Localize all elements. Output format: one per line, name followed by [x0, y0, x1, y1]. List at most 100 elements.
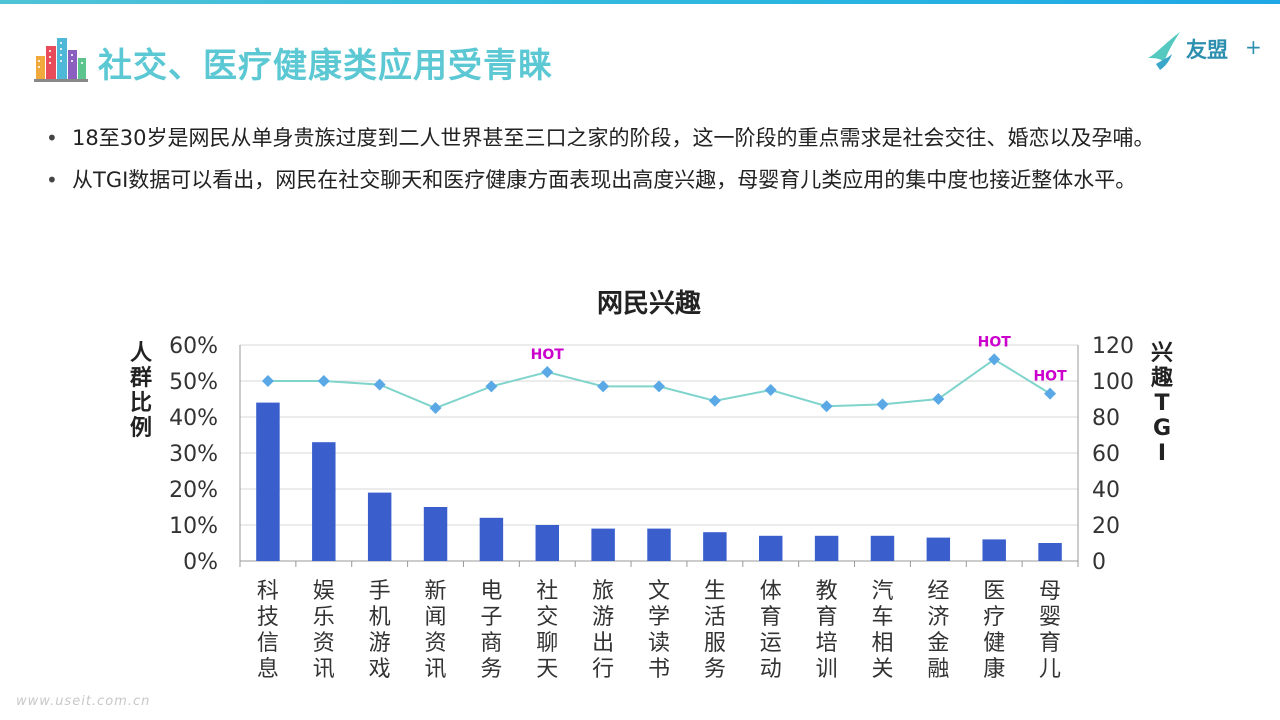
- tgi-marker: [541, 366, 554, 378]
- y-left-tick-label: 60%: [169, 334, 218, 359]
- bar: [312, 442, 336, 561]
- x-category-label-char: 资: [425, 631, 447, 656]
- y-right-tick-label: 120: [1092, 334, 1134, 359]
- x-category-label-char: 行: [592, 657, 614, 682]
- y-left-axis-label-char: 比: [130, 391, 152, 416]
- x-category-label-char: 技: [257, 605, 279, 630]
- bar: [703, 532, 727, 561]
- x-category-label-char: 培: [816, 631, 838, 656]
- chart-title: 网民兴趣: [597, 289, 701, 319]
- y-left-axis-label-char: 人: [130, 341, 152, 366]
- x-category-label-char: 文: [648, 579, 670, 604]
- x-category-label-char: 教: [816, 579, 838, 604]
- bar: [1038, 543, 1062, 561]
- watermark: www.useit.com.cn: [16, 694, 151, 709]
- city-buildings-icon: [34, 38, 88, 82]
- y-right-tick-label: 60: [1092, 442, 1120, 467]
- x-category-label-char: 讯: [425, 657, 447, 682]
- tgi-marker: [1044, 387, 1057, 400]
- y-left-tick-label: 50%: [169, 370, 218, 395]
- bar: [982, 539, 1006, 561]
- x-category-label-char: 闻: [425, 605, 447, 630]
- x-category-label-char: 医: [983, 579, 1005, 604]
- y-right-axis-label-char: T: [1154, 391, 1169, 416]
- x-category-label-char: 康: [983, 657, 1005, 682]
- x-category-label-char: 娱: [313, 579, 335, 604]
- x-category-label-char: 相: [871, 631, 893, 656]
- x-category-label-char: 科: [257, 579, 279, 604]
- x-category-label-char: 读: [648, 631, 670, 656]
- x-category-label-char: 服: [704, 631, 726, 656]
- bar: [535, 525, 559, 561]
- x-category-label-char: 社: [536, 579, 558, 604]
- y-left-tick-label: 20%: [169, 478, 218, 503]
- x-category-label-char: 融: [927, 657, 949, 682]
- y-right-tick-label: 0: [1092, 550, 1106, 575]
- x-category-label-char: 经: [927, 579, 949, 604]
- bar: [256, 402, 280, 561]
- y-right-tick-label: 80: [1092, 406, 1120, 431]
- x-category-label-char: 天: [536, 657, 558, 682]
- x-category-label-char: 新: [425, 579, 447, 604]
- logo-text: 友盟: [1186, 38, 1228, 62]
- bar: [591, 528, 615, 561]
- x-category-label-char: 讯: [313, 657, 335, 682]
- tgi-marker: [820, 400, 833, 413]
- page-title: 社交、医疗健康类应用受青睐: [98, 46, 553, 86]
- x-category-label-char: 息: [257, 657, 279, 682]
- x-category-label-char: 车: [871, 605, 893, 630]
- y-right-axis-label-char: G: [1153, 416, 1171, 441]
- top-accent-bar: [0, 0, 1280, 4]
- bar: [423, 507, 448, 561]
- x-category-label-char: 母: [1039, 579, 1061, 604]
- tgi-marker: [988, 353, 1001, 366]
- tgi-marker: [373, 378, 386, 391]
- x-category-label-char: 戏: [369, 657, 391, 682]
- x-category-label-char: 育: [816, 605, 838, 630]
- y-right-axis-label-char: I: [1158, 441, 1166, 466]
- x-category-label-char: 机: [369, 605, 391, 630]
- y-right-tick-label: 20: [1092, 514, 1120, 539]
- bar: [479, 517, 504, 561]
- hot-annotation: HOT: [1033, 369, 1067, 385]
- bar: [367, 492, 392, 561]
- tgi-marker: [429, 402, 442, 414]
- x-category-label-char: 旅: [592, 579, 614, 604]
- tgi-marker: [317, 375, 330, 387]
- bar: [814, 535, 839, 561]
- y-left-tick-label: 30%: [169, 442, 218, 467]
- y-right-tick-label: 40: [1092, 478, 1120, 503]
- x-category-label-char: 交: [536, 605, 558, 630]
- x-category-label-char: 生: [704, 579, 726, 604]
- x-category-label-char: 书: [648, 657, 670, 682]
- x-category-label-char: 育: [1039, 631, 1061, 656]
- bar: [926, 537, 951, 561]
- x-category-label-char: 活: [704, 605, 726, 630]
- x-category-label-char: 运: [760, 631, 782, 656]
- tgi-marker: [597, 380, 610, 393]
- tgi-marker: [876, 398, 889, 411]
- umeng-logo-icon: [1148, 32, 1180, 70]
- bullet-text: 18至30岁是网民从单身贵族过度到二人世界甚至三口之家的阶段，这一阶段的重点需求…: [72, 126, 1155, 150]
- tgi-marker: [485, 380, 498, 393]
- y-left-axis-label-char: 群: [130, 365, 152, 391]
- bullet-dot-icon: •: [46, 168, 58, 192]
- bullet-dot-icon: •: [46, 126, 58, 150]
- tgi-marker: [932, 393, 945, 405]
- x-category-label-char: 关: [871, 657, 893, 682]
- x-category-label-char: 子: [480, 605, 502, 630]
- hot-annotation: HOT: [978, 334, 1012, 350]
- hot-annotation: HOT: [531, 347, 565, 363]
- x-category-label-char: 游: [369, 631, 391, 656]
- x-category-label-char: 济: [927, 605, 949, 630]
- y-right-tick-label: 100: [1092, 370, 1134, 395]
- x-category-label-char: 务: [704, 657, 726, 682]
- bullet-list: • 18至30岁是网民从单身贵族过度到二人世界甚至三口之家的阶段，这一阶段的重点…: [44, 118, 1244, 202]
- bar: [870, 535, 895, 561]
- x-category-label-char: 汽: [871, 579, 893, 604]
- x-category-label-char: 疗: [983, 605, 1005, 630]
- x-category-label-char: 婴: [1039, 605, 1061, 630]
- tgi-marker: [708, 394, 721, 407]
- x-category-label-char: 健: [983, 631, 1005, 656]
